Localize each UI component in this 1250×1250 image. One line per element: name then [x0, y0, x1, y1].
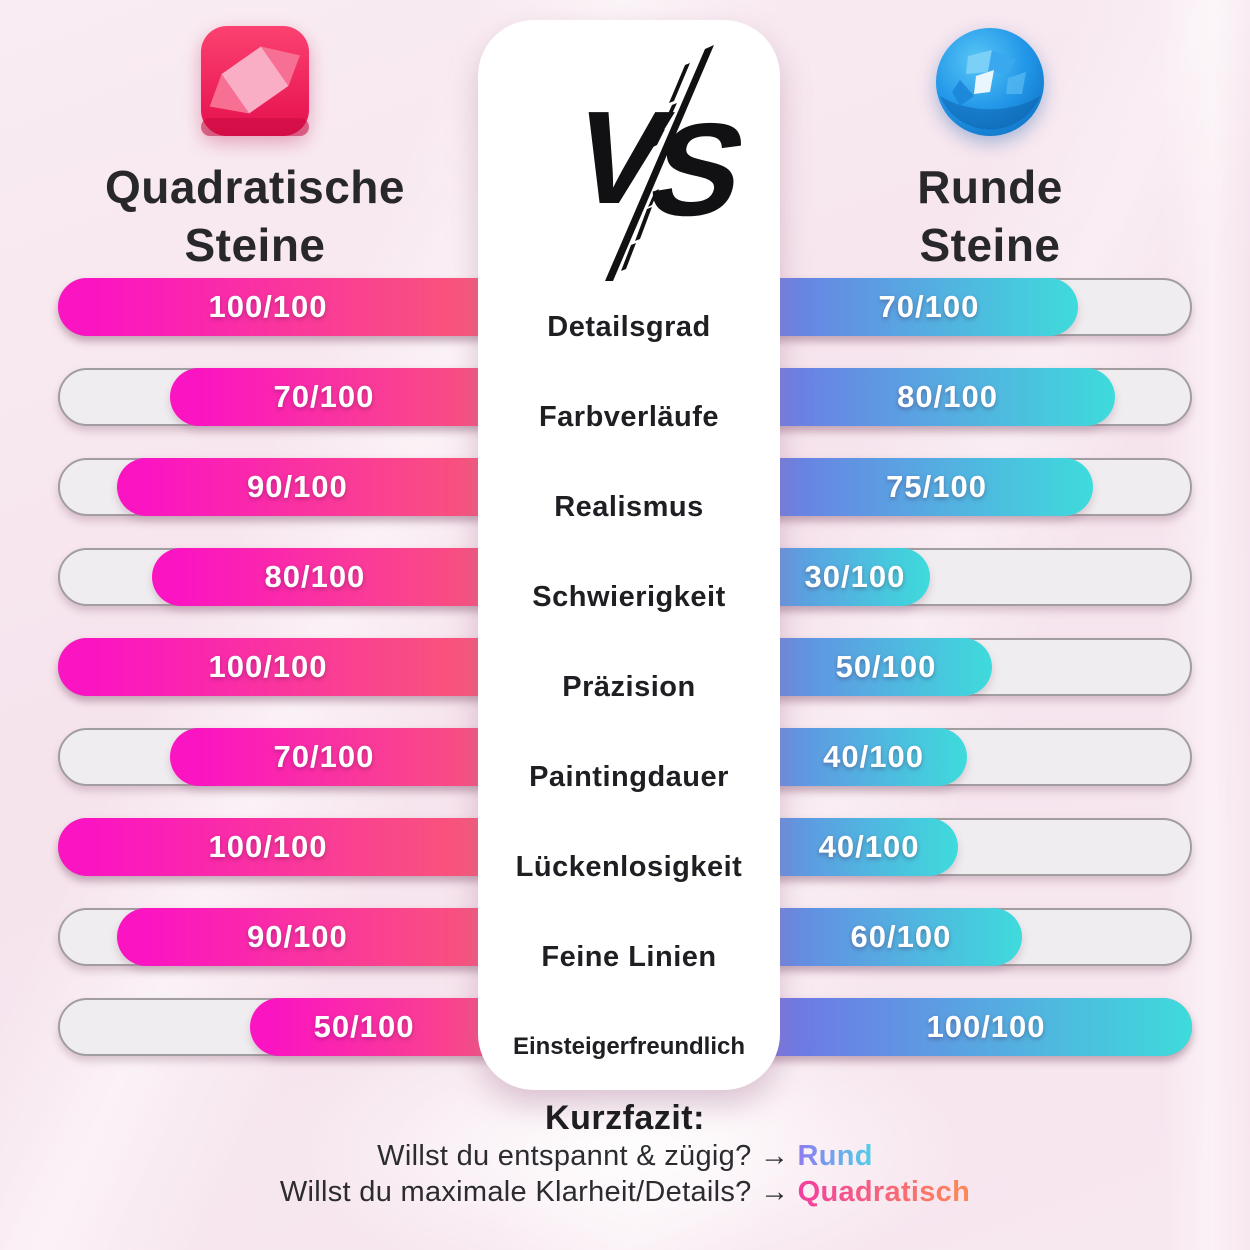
- category-label: Präzision: [562, 671, 696, 703]
- footer-line-2-text: Willst du maximale Klarheit/Details? →: [279, 1176, 790, 1208]
- score-value-label: 40/100: [823, 739, 924, 774]
- score-value-label: 70/100: [878, 289, 980, 324]
- right-title-line2: Steine: [919, 219, 1061, 271]
- score-value-label: 75/100: [886, 469, 987, 504]
- score-value-label: 60/100: [850, 919, 952, 954]
- category-label: Einsteigerfreundlich: [512, 1033, 746, 1060]
- footer-heading: Kurzfazit:: [545, 1099, 705, 1137]
- left-title-line2: Steine: [184, 219, 326, 271]
- footer-line-2: Willst du maximale Klarheit/Details? → Q…: [0, 1174, 1250, 1210]
- score-value-label: 90/100: [246, 919, 348, 954]
- category-label: Paintingdauer: [529, 761, 729, 793]
- category-label: Lückenlosigkeit: [515, 851, 743, 883]
- left-title-line1: Quadratische: [105, 161, 405, 213]
- left-column-title: Quadratische Steine: [35, 158, 475, 274]
- category-label: Farbverläufe: [538, 401, 720, 433]
- score-value-label: 70/100: [273, 739, 375, 774]
- score-value-label: 100/100: [926, 1009, 1046, 1044]
- score-value-label: 100/100: [208, 289, 328, 324]
- score-value-label: 100/100: [208, 649, 328, 684]
- score-value-label: 100/100: [208, 829, 328, 864]
- category-label: Detailsgrad: [547, 311, 711, 343]
- footer: Kurzfazit: Willst du entspannt & zügig? …: [0, 1098, 1250, 1210]
- category-label: Realismus: [554, 491, 704, 523]
- center-panel: V S Detailsgrad Farbverläufe Realismus Schw…: [478, 20, 780, 1090]
- square-gem-icon: [201, 26, 309, 136]
- score-value-label: 80/100: [264, 559, 366, 594]
- round-gem-icon: [936, 28, 1044, 136]
- footer-line-1: Willst du entspannt & zügig? → Rund: [0, 1138, 1250, 1174]
- category-label: Schwierigkeit: [532, 581, 726, 613]
- right-title-line1: Runde: [917, 161, 1063, 213]
- score-value-label: 50/100: [313, 1009, 415, 1044]
- score-value-label: 40/100: [818, 829, 920, 864]
- right-column-title: Runde Steine: [770, 158, 1210, 274]
- left-column-header: Quadratische Steine: [35, 22, 475, 274]
- score-value-label: 70/100: [273, 379, 375, 414]
- score-value-label: 50/100: [835, 649, 937, 684]
- vs-logo-icon: V S: [558, 45, 749, 281]
- footer-line-1-text: Willst du entspannt & zügig? →: [377, 1140, 790, 1172]
- score-value-label: 30/100: [804, 559, 906, 594]
- footer-highlight-square: Quadratisch: [797, 1176, 971, 1208]
- right-column-header: Runde Steine: [770, 22, 1210, 274]
- footer-highlight-round: Rund: [797, 1140, 873, 1172]
- score-value-label: 90/100: [246, 469, 348, 504]
- category-label: Feine Linien: [541, 941, 717, 973]
- score-value-label: 80/100: [897, 379, 998, 414]
